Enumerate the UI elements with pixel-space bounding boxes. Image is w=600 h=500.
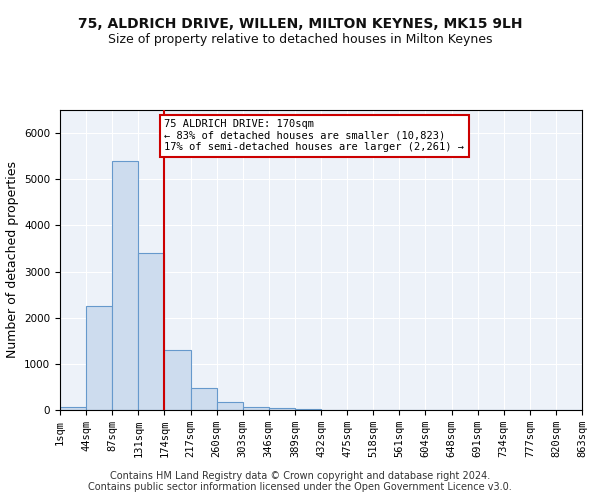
Bar xyxy=(269,408,295,410)
Text: Size of property relative to detached houses in Milton Keynes: Size of property relative to detached ho… xyxy=(108,32,492,46)
Y-axis label: Number of detached properties: Number of detached properties xyxy=(5,162,19,358)
Bar xyxy=(164,350,191,410)
Bar xyxy=(60,406,86,410)
Text: Contains HM Land Registry data © Crown copyright and database right 2024.
Contai: Contains HM Land Registry data © Crown c… xyxy=(88,471,512,492)
Text: 75, ALDRICH DRIVE, WILLEN, MILTON KEYNES, MK15 9LH: 75, ALDRICH DRIVE, WILLEN, MILTON KEYNES… xyxy=(78,18,522,32)
Bar xyxy=(191,388,217,410)
Bar xyxy=(112,161,139,410)
Text: 75 ALDRICH DRIVE: 170sqm
← 83% of detached houses are smaller (10,823)
17% of se: 75 ALDRICH DRIVE: 170sqm ← 83% of detach… xyxy=(164,119,464,152)
Bar xyxy=(243,406,269,410)
Bar xyxy=(139,253,164,410)
Bar xyxy=(217,402,243,410)
Bar xyxy=(86,306,112,410)
Bar xyxy=(295,408,321,410)
